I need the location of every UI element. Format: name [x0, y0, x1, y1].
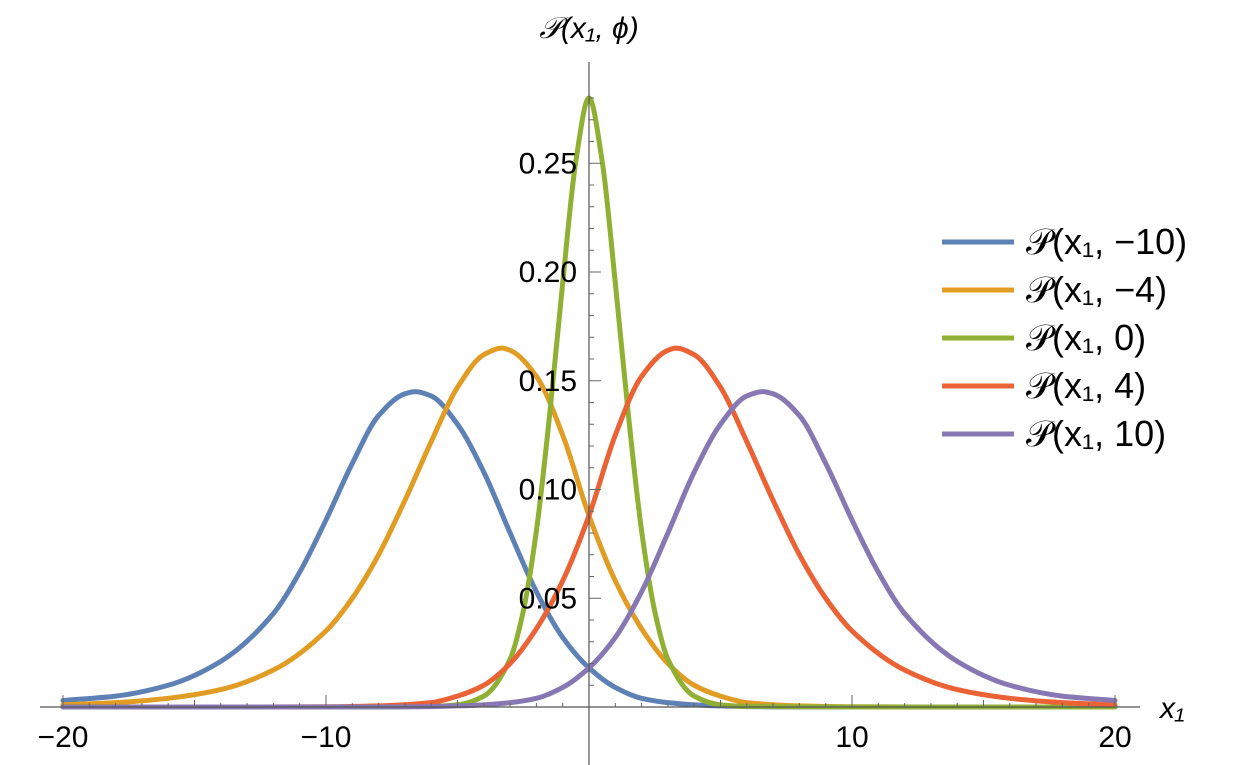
y-axis: 0.05 0.10 0.15 0.20 0.25: [519, 62, 601, 765]
x-tick-label: −10: [301, 721, 352, 754]
legend-label-1: 𝒫(x₁, −10): [1026, 221, 1187, 262]
x-axis: −20 −10 10 20: [38, 695, 1140, 754]
legend-label-3: 𝒫(x₁, 0): [1026, 317, 1146, 358]
y-tick-label: 0.20: [519, 256, 577, 289]
y-tick-label: 0.25: [519, 147, 577, 180]
x-tick-label: 20: [1098, 721, 1131, 754]
series-line-2: [60, 345, 1118, 710]
y-tick-label: 0.05: [519, 582, 577, 615]
legend-label-5: 𝒫(x₁, 10): [1026, 413, 1166, 454]
y-tick-label: 0.10: [519, 474, 577, 507]
series-line-4: [60, 345, 1118, 710]
y-axis-label: 𝒫(x₁, ϕ): [539, 12, 638, 45]
legend-label-2: 𝒫(x₁, −4): [1026, 269, 1167, 310]
legend-label-4: 𝒫(x₁, 4): [1026, 365, 1146, 406]
x-tick-label: −20: [38, 721, 89, 754]
y-tick-label: 0.15: [519, 365, 577, 398]
legend: 𝒫(x₁, −10) 𝒫(x₁, −4) 𝒫(x₁, 0) 𝒫(x₁, 4) 𝒫(x₁,…: [942, 221, 1187, 454]
x-axis-label: x₁: [1158, 692, 1184, 725]
x-tick-label: 10: [835, 721, 868, 754]
